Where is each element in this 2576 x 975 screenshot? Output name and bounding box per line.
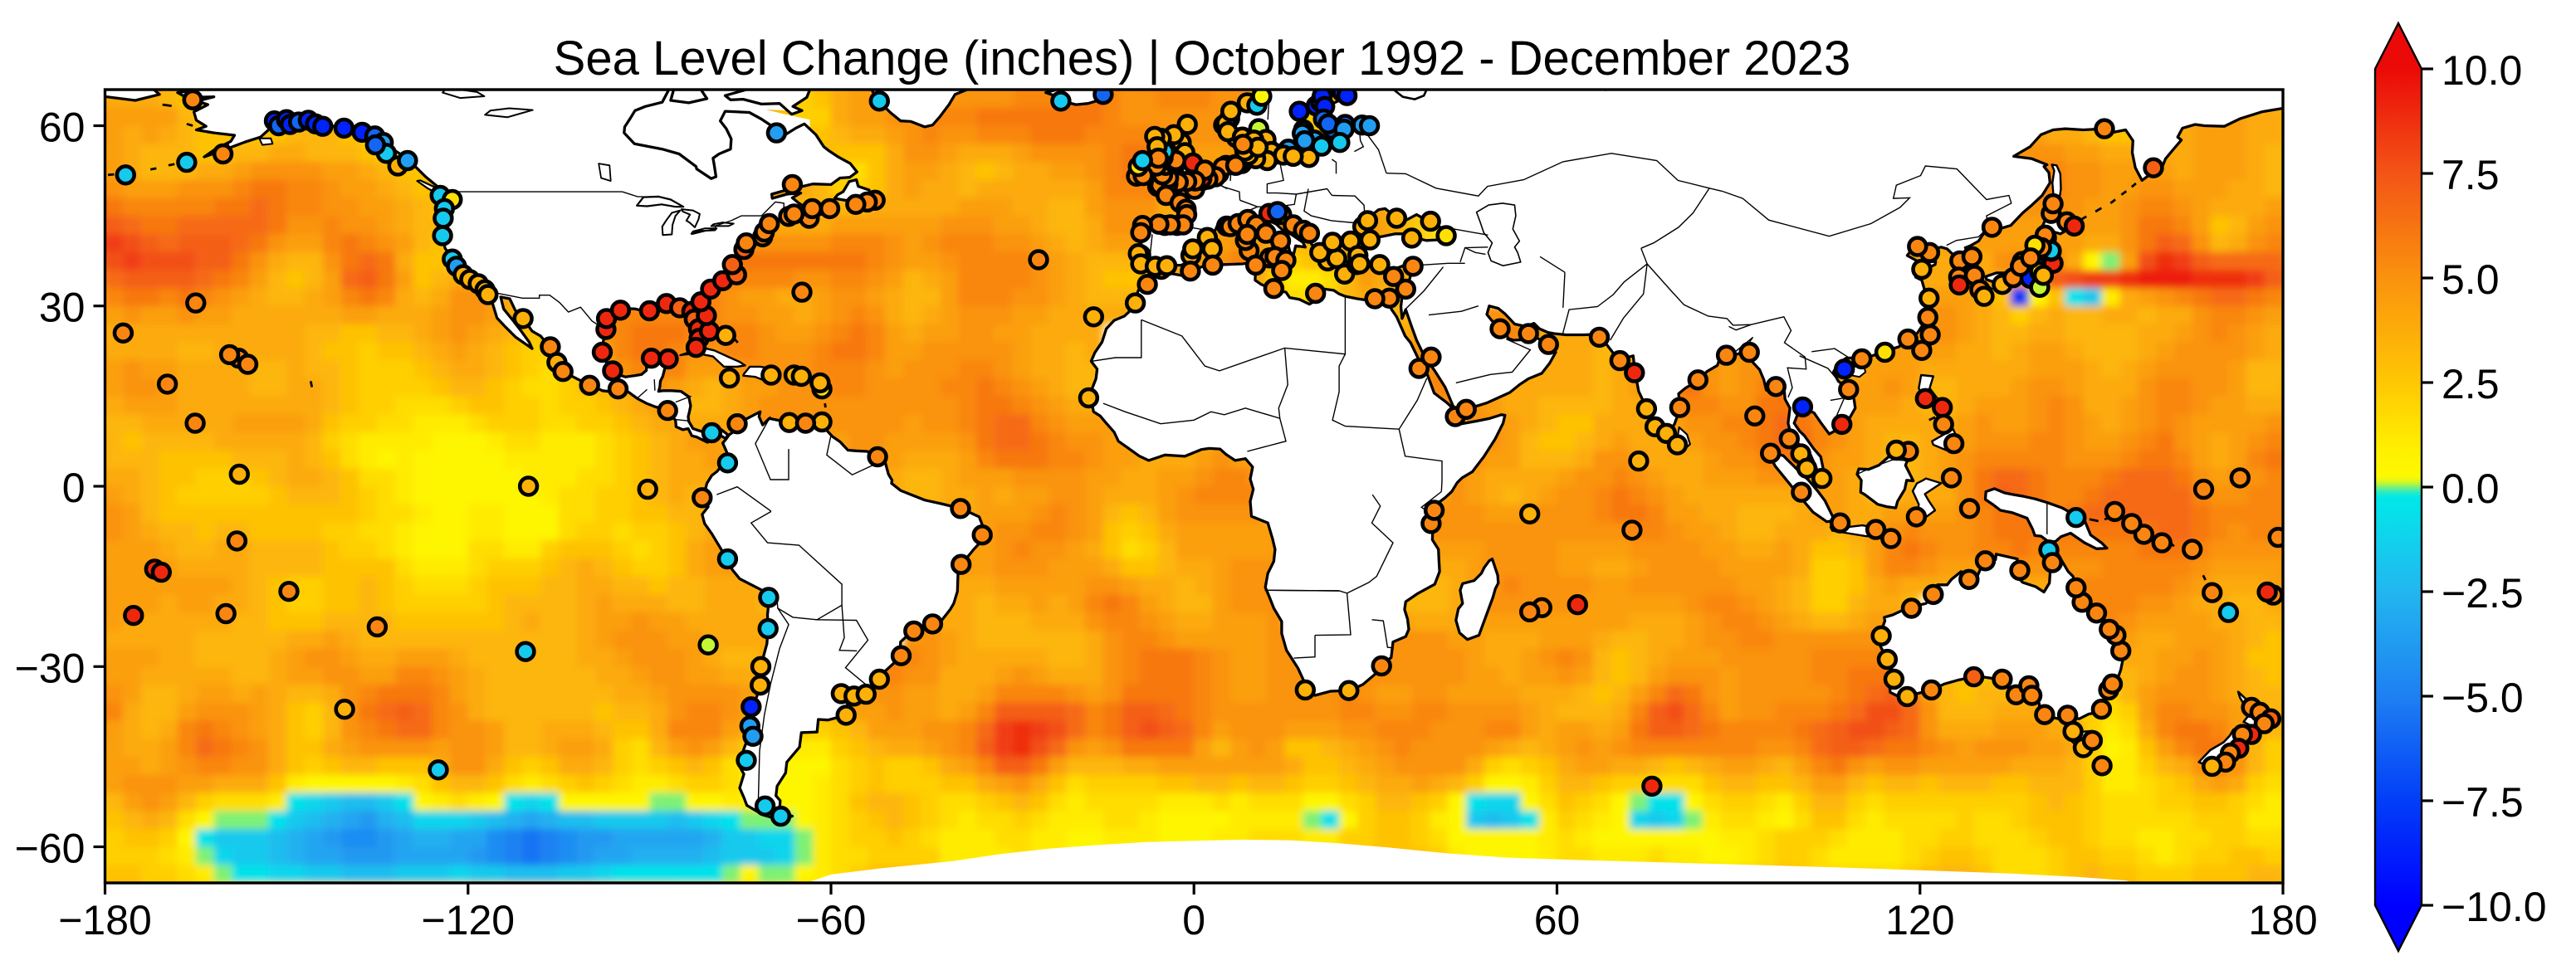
svg-text:−60: −60: [796, 897, 867, 943]
svg-text:0.0: 0.0: [2442, 466, 2500, 512]
svg-text:−180: −180: [58, 897, 152, 943]
svg-text:0: 0: [1182, 897, 1205, 943]
svg-text:60: 60: [1534, 897, 1581, 943]
svg-text:7.5: 7.5: [2442, 152, 2500, 198]
svg-text:−60: −60: [15, 826, 86, 872]
svg-text:5.0: 5.0: [2442, 256, 2500, 303]
svg-text:−10.0: −10.0: [2442, 884, 2547, 930]
svg-text:−7.5: −7.5: [2442, 779, 2524, 826]
svg-text:30: 30: [39, 285, 86, 331]
svg-text:−120: −120: [421, 897, 515, 943]
svg-text:−2.5: −2.5: [2442, 570, 2524, 617]
svg-text:0: 0: [62, 465, 86, 511]
svg-text:2.5: 2.5: [2442, 361, 2500, 407]
svg-text:10.0: 10.0: [2442, 47, 2522, 94]
svg-text:60: 60: [39, 105, 86, 151]
svg-text:−5.0: −5.0: [2442, 675, 2524, 721]
svg-text:−30: −30: [15, 645, 86, 691]
svg-text:180: 180: [2248, 897, 2317, 943]
svg-text:120: 120: [1885, 897, 1954, 943]
svg-text:Sea Level Change (inches) | Oc: Sea Level Change (inches) | October 1992…: [554, 32, 1851, 85]
